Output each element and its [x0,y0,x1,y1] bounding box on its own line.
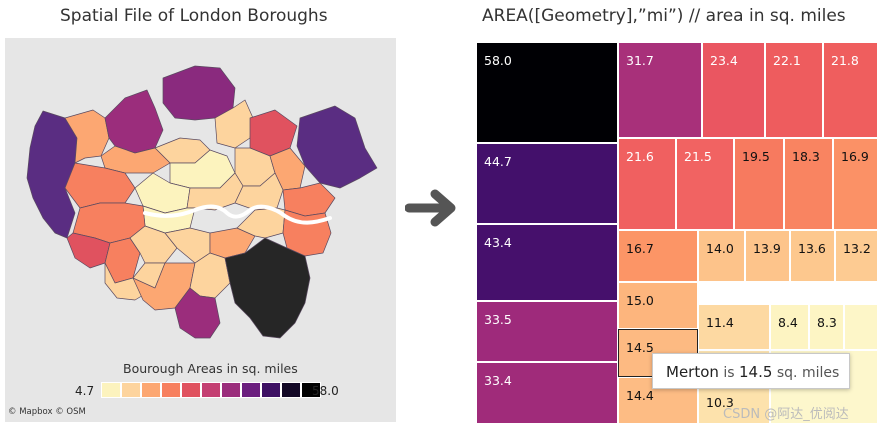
treemap-tile-label: 14.0 [706,241,734,256]
map-title: Spatial File of London Boroughs [60,6,328,26]
right-arrow-icon [405,189,456,227]
treemap-tile[interactable]: 13.2 [835,230,878,282]
tooltip: Merton is 14.5 sq. miles [652,353,850,389]
watermark: CSDN @阿达_优阅达 [723,407,849,422]
borough-shape [236,207,286,239]
map-canvas[interactable] [5,38,396,422]
treemap-tile[interactable]: 22.1 [765,42,823,138]
treemap-tile[interactable]: 13.6 [790,230,835,282]
treemap-tile-label: 43.4 [484,235,512,250]
treemap-tile-label: 13.2 [843,241,871,256]
tooltip-value: 14.5 [739,363,773,381]
treemap-tile-label: 8.3 [817,315,837,330]
london-borough-map[interactable]: Bourough Areas in sq. miles 4.7 58.0 © M… [5,38,396,422]
legend-swatch [241,382,261,398]
treemap-tile-label: 11.4 [706,315,734,330]
treemap-tile-label: 58.0 [484,53,512,68]
treemap-tile[interactable]: 13.9 [745,230,790,282]
treemap-tile[interactable]: 10.3 [698,384,770,424]
legend-swatch [141,382,161,398]
treemap-tile-label: 21.5 [684,149,712,164]
treemap-tile-label: 10.3 [706,395,734,410]
treemap-tile-label: 21.8 [831,53,859,68]
treemap-tile-label: 13.6 [798,241,826,256]
legend-max-value: 58.0 [312,384,339,398]
treemap-tile-label: 14.5 [626,340,654,355]
treemap-tile[interactable]: 43.4 [476,224,618,301]
legend-swatch [161,382,181,398]
treemap-tile[interactable]: 19.5 [734,138,784,230]
river-thames [143,204,332,225]
treemap-tile[interactable]: 11.4 [698,304,770,350]
tooltip-unit: sq. miles [776,365,840,381]
legend-swatch [281,382,301,398]
borough-shape [104,89,164,154]
treemap-tile-label: 15.0 [626,293,654,308]
legend-swatch [201,382,221,398]
treemap-tile[interactable]: 23.4 [702,42,765,138]
treemap-tile-label: 19.5 [742,149,770,164]
treemap-tile-label: 23.4 [710,53,738,68]
tooltip-connector: is [723,365,735,381]
legend-swatch [261,382,281,398]
treemap-tile[interactable]: 16.9 [833,138,878,230]
treemap-tile[interactable]: 15.0 [618,282,698,329]
treemap-tile[interactable]: 44.7 [476,143,618,224]
treemap-tile[interactable]: 16.7 [618,230,698,282]
legend-swatch [221,382,241,398]
treemap-tile[interactable]: 8.3 [809,304,844,350]
color-legend [101,382,321,398]
treemap-tile-label: 44.7 [484,154,512,169]
treemap-tile-label: 22.1 [773,53,801,68]
treemap-tile[interactable]: 33.5 [476,301,618,362]
legend-swatch [181,382,201,398]
treemap-tile-label: 14.4 [626,388,654,403]
treemap-tile-label: 33.4 [484,373,512,388]
treemap-tile[interactable]: 31.7 [618,42,702,138]
treemap-tile[interactable]: 21.5 [676,138,734,230]
legend-min-value: 4.7 [75,384,95,398]
map-credit: © Mapbox © OSM [8,407,86,417]
treemap-tile[interactable]: 58.0 [476,42,618,143]
legend-swatch [121,382,141,398]
treemap-tile[interactable]: 18.3 [784,138,833,230]
treemap-tile[interactable]: 14.0 [698,230,745,282]
borough-shape [174,287,221,339]
legend-swatch [301,382,321,398]
borough-shape [26,110,78,239]
treemap-tile[interactable]: 21.8 [823,42,878,138]
borough-shape [296,105,378,189]
borough-shape [224,237,311,339]
borough-shape [234,172,284,211]
treemap-tile-label: 31.7 [626,53,654,68]
treemap-tile[interactable]: 33.4 [476,362,618,424]
legend-title: Bourough Areas in sq. miles [123,361,298,376]
treemap-tile-label: 16.9 [841,149,869,164]
treemap-tile-label: 8.4 [778,315,798,330]
treemap-tile[interactable]: 8.4 [770,304,809,350]
treemap-tile-label: 16.7 [626,241,654,256]
treemap-tile-label: 33.5 [484,312,512,327]
treemap-title: AREA([Geometry],”mi”) // area in sq. mil… [482,6,846,26]
treemap-tile[interactable] [844,304,878,350]
borough-shape [162,65,236,121]
treemap-tile-label: 18.3 [792,149,820,164]
tooltip-borough-name: Merton [666,363,719,381]
treemap-tile-label: 13.9 [753,241,781,256]
legend-swatch [101,382,121,398]
treemap-tile[interactable]: 21.6 [618,138,676,230]
treemap-tile-label: 21.6 [626,149,654,164]
